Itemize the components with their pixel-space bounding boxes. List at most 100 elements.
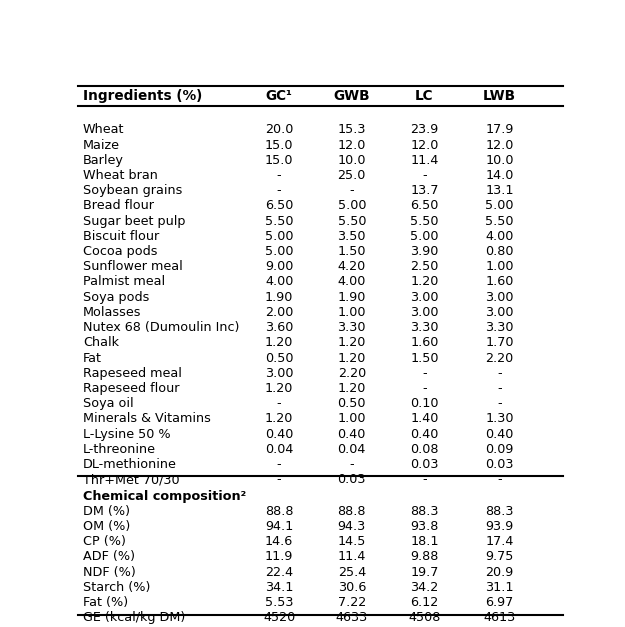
- Text: 1.20: 1.20: [265, 413, 293, 425]
- Text: 4520: 4520: [263, 611, 295, 624]
- Text: -: -: [422, 473, 427, 486]
- Text: Maize: Maize: [83, 139, 120, 152]
- Text: 1.60: 1.60: [410, 336, 439, 349]
- Text: 13.7: 13.7: [410, 184, 439, 198]
- Text: 7.22: 7.22: [338, 596, 366, 609]
- Text: L-threonine: L-threonine: [83, 443, 156, 456]
- Text: 25.0: 25.0: [338, 169, 366, 182]
- Text: 88.3: 88.3: [485, 505, 514, 518]
- Text: Barley: Barley: [83, 154, 124, 167]
- Text: -: -: [498, 473, 502, 486]
- Text: -: -: [277, 169, 281, 182]
- Text: 2.20: 2.20: [486, 352, 514, 364]
- Text: Fat (%): Fat (%): [83, 596, 128, 609]
- Text: 0.40: 0.40: [338, 428, 366, 441]
- Text: 0.40: 0.40: [265, 428, 293, 441]
- Text: Chalk: Chalk: [83, 336, 119, 349]
- Text: 3.00: 3.00: [410, 306, 439, 319]
- Text: Fat: Fat: [83, 352, 102, 364]
- Text: 23.9: 23.9: [411, 124, 439, 137]
- Text: 3.30: 3.30: [485, 321, 514, 334]
- Text: 88.8: 88.8: [265, 505, 293, 518]
- Text: LWB: LWB: [483, 89, 516, 103]
- Text: 5.00: 5.00: [265, 230, 293, 243]
- Text: 2.20: 2.20: [338, 367, 366, 380]
- Text: 0.80: 0.80: [485, 245, 514, 258]
- Text: 4.00: 4.00: [338, 275, 366, 288]
- Text: 4.00: 4.00: [486, 230, 514, 243]
- Text: 6.12: 6.12: [411, 596, 439, 609]
- Text: 1.90: 1.90: [338, 291, 366, 303]
- Text: 14.6: 14.6: [265, 535, 293, 548]
- Text: 0.04: 0.04: [338, 443, 366, 456]
- Text: 15.3: 15.3: [338, 124, 366, 137]
- Text: 5.00: 5.00: [485, 199, 514, 213]
- Text: 0.03: 0.03: [410, 458, 439, 471]
- Text: 22.4: 22.4: [265, 566, 293, 579]
- Text: ADF (%): ADF (%): [83, 551, 135, 564]
- Text: 34.2: 34.2: [411, 581, 439, 594]
- Text: 25.4: 25.4: [338, 566, 366, 579]
- Text: 5.50: 5.50: [485, 214, 514, 228]
- Text: 1.20: 1.20: [338, 382, 366, 395]
- Text: 4.00: 4.00: [265, 275, 293, 288]
- Text: -: -: [422, 169, 427, 182]
- Text: 9.88: 9.88: [410, 551, 439, 564]
- Text: LC: LC: [415, 89, 434, 103]
- Text: 13.1: 13.1: [485, 184, 514, 198]
- Text: 14.5: 14.5: [338, 535, 366, 548]
- Text: 3.00: 3.00: [410, 291, 439, 303]
- Text: 1.20: 1.20: [265, 382, 293, 395]
- Text: Sugar beet pulp: Sugar beet pulp: [83, 214, 186, 228]
- Text: Soya oil: Soya oil: [83, 397, 134, 410]
- Text: 11.4: 11.4: [410, 154, 439, 167]
- Text: 94.3: 94.3: [338, 520, 366, 533]
- Text: 5.00: 5.00: [410, 230, 439, 243]
- Text: Soybean grains: Soybean grains: [83, 184, 182, 198]
- Text: 12.0: 12.0: [410, 139, 439, 152]
- Text: 11.9: 11.9: [265, 551, 293, 564]
- Text: 0.10: 0.10: [410, 397, 439, 410]
- Text: L-Lysine 50 %: L-Lysine 50 %: [83, 428, 171, 441]
- Text: 14.0: 14.0: [486, 169, 514, 182]
- Text: 1.50: 1.50: [338, 245, 366, 258]
- Text: 2.50: 2.50: [410, 260, 439, 273]
- Text: 94.1: 94.1: [265, 520, 293, 533]
- Text: 4.20: 4.20: [338, 260, 366, 273]
- Text: 1.60: 1.60: [486, 275, 514, 288]
- Text: 1.20: 1.20: [265, 336, 293, 349]
- Text: Nutex 68 (Dumoulin Inc): Nutex 68 (Dumoulin Inc): [83, 321, 239, 334]
- Text: -: -: [277, 184, 281, 198]
- Text: GC¹: GC¹: [266, 89, 292, 103]
- Text: Biscuit flour: Biscuit flour: [83, 230, 159, 243]
- Text: 0.04: 0.04: [265, 443, 293, 456]
- Text: 5.00: 5.00: [338, 199, 366, 213]
- Text: 30.6: 30.6: [338, 581, 366, 594]
- Text: 2.00: 2.00: [265, 306, 293, 319]
- Text: Starch (%): Starch (%): [83, 581, 151, 594]
- Text: -: -: [277, 473, 281, 486]
- Text: 1.40: 1.40: [410, 413, 439, 425]
- Text: 4508: 4508: [408, 611, 441, 624]
- Text: Rapeseed flour: Rapeseed flour: [83, 382, 179, 395]
- Text: Wheat bran: Wheat bran: [83, 169, 158, 182]
- Text: 0.40: 0.40: [410, 428, 439, 441]
- Text: 0.03: 0.03: [485, 458, 514, 471]
- Text: 3.50: 3.50: [338, 230, 366, 243]
- Text: 31.1: 31.1: [485, 581, 514, 594]
- Text: 1.00: 1.00: [338, 413, 366, 425]
- Text: 6.50: 6.50: [410, 199, 439, 213]
- Text: NDF (%): NDF (%): [83, 566, 136, 579]
- Text: Wheat: Wheat: [83, 124, 124, 137]
- Text: 6.97: 6.97: [486, 596, 514, 609]
- Text: 4633: 4633: [336, 611, 368, 624]
- Text: 1.50: 1.50: [410, 352, 439, 364]
- Text: Ingredients (%): Ingredients (%): [83, 89, 202, 103]
- Text: 1.20: 1.20: [338, 336, 366, 349]
- Text: 17.9: 17.9: [486, 124, 514, 137]
- Text: OM (%): OM (%): [83, 520, 130, 533]
- Text: 3.90: 3.90: [410, 245, 439, 258]
- Text: 1.00: 1.00: [485, 260, 514, 273]
- Text: 1.90: 1.90: [265, 291, 293, 303]
- Text: 6.50: 6.50: [265, 199, 293, 213]
